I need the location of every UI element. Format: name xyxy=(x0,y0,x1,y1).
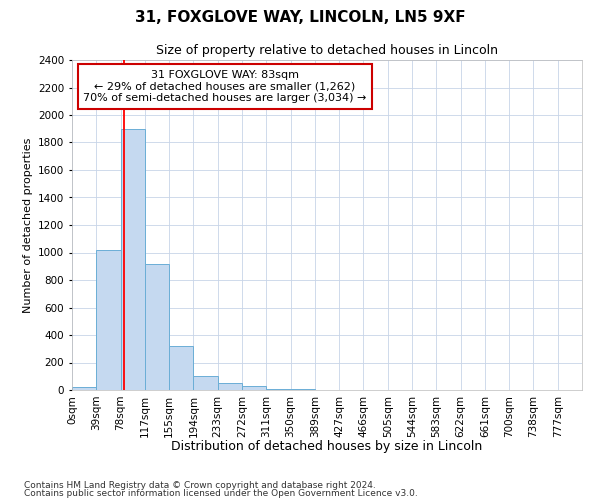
Bar xyxy=(169,346,193,390)
Bar xyxy=(96,250,121,390)
Bar xyxy=(145,264,169,390)
Bar xyxy=(218,383,242,390)
Bar xyxy=(193,376,218,390)
Bar xyxy=(242,386,266,390)
Title: Size of property relative to detached houses in Lincoln: Size of property relative to detached ho… xyxy=(156,44,498,58)
Text: Contains public sector information licensed under the Open Government Licence v3: Contains public sector information licen… xyxy=(24,488,418,498)
Bar xyxy=(266,388,290,390)
Text: 31, FOXGLOVE WAY, LINCOLN, LN5 9XF: 31, FOXGLOVE WAY, LINCOLN, LN5 9XF xyxy=(134,10,466,25)
Bar xyxy=(72,386,96,390)
Text: 31 FOXGLOVE WAY: 83sqm
← 29% of detached houses are smaller (1,262)
70% of semi-: 31 FOXGLOVE WAY: 83sqm ← 29% of detached… xyxy=(83,70,367,103)
X-axis label: Distribution of detached houses by size in Lincoln: Distribution of detached houses by size … xyxy=(172,440,482,453)
Bar xyxy=(121,128,145,390)
Y-axis label: Number of detached properties: Number of detached properties xyxy=(23,138,32,312)
Text: Contains HM Land Registry data © Crown copyright and database right 2024.: Contains HM Land Registry data © Crown c… xyxy=(24,481,376,490)
